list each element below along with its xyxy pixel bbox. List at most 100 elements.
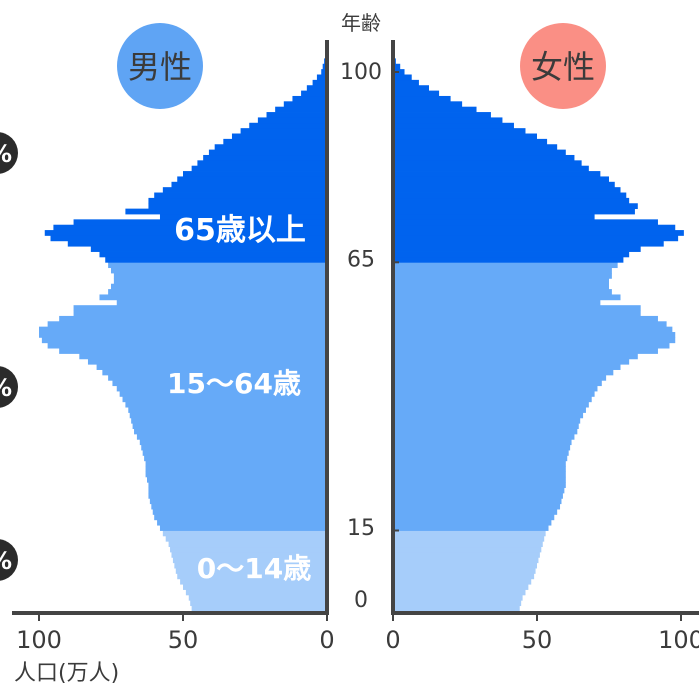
male-bar-age-94 [283,101,327,108]
x-ticks: 100 50 0 0 50 100 [16,615,699,654]
male-bar-age-19 [151,503,327,510]
male-bar-age-53 [47,321,327,328]
female-bar-age-50 [393,337,676,344]
male-bar-age-36 [129,412,327,419]
male-bar-age-66 [99,251,327,258]
male-bar-age-44 [102,369,327,376]
male-bar-age-97 [306,85,327,91]
male-bar-age-59 [108,289,328,295]
female-bar-age-73 [393,213,595,220]
male-bar-age-99 [316,74,327,81]
x-tick-right-100: 100 [658,626,699,654]
female-bar-age-68 [393,240,664,247]
female-bar-age-21 [393,492,563,499]
age-tick-label-15: 15 [347,516,375,541]
female-bar-age-58 [393,294,621,301]
female-bar-age-35 [393,417,581,424]
female-bar-age-7 [393,568,536,574]
female-bar-age-0 [393,605,520,612]
age-tick-label-100: 100 [340,60,382,85]
female-bar-age-62 [393,273,612,279]
female-bar-age-98 [393,79,419,86]
x-tick-mark-right-100 [680,615,682,621]
left-edge-marks: %%% [0,132,18,581]
male-bar-age-49 [47,342,327,349]
male-bar-age-21 [148,492,327,499]
male-bar-age-82 [191,165,327,172]
female-bar-age-16 [393,519,552,526]
female-bar-age-54 [393,315,658,322]
male-bar-age-65 [105,256,328,263]
male-bar-age-80 [177,176,327,183]
left-edge-circle-0 [0,132,18,174]
male-bar-age-76 [148,197,327,204]
male-bar-age-23 [148,482,327,489]
female-bar-age-91 [393,117,503,124]
female-label: 女性 [531,48,595,86]
male-bar-age-46 [87,358,328,365]
male-bar-age-88 [231,133,327,140]
male-bar-age-11 [170,546,327,553]
age-tick-label-65: 65 [347,248,375,273]
male-bar-age-90 [249,122,327,129]
female-bar-age-92 [393,112,491,118]
male-bar-age-74 [125,208,328,215]
male-bar-age-57 [116,299,327,306]
male-bar-age-60 [111,283,327,290]
female-bar-age-66 [393,251,630,258]
male-bar-age-93 [275,106,327,113]
male-bar-age-18 [152,509,327,515]
male-bar-age-64 [108,262,328,269]
female-bar-age-78 [393,187,621,193]
age-tick-mark-65 [391,261,399,264]
female-bar-age-5 [393,578,532,585]
female-bar-age-52 [393,326,673,333]
male-bar-age-96 [301,90,327,97]
male-bar-age-55 [73,310,327,317]
male-bar-age-5 [180,578,327,585]
male-badge [117,23,203,109]
male-bar-age-70 [44,230,327,236]
female-bar-age-4 [393,584,529,590]
male-x-axis-line [12,611,329,615]
female-bar-age-59 [393,289,612,295]
male-bar-age-30 [141,444,327,451]
female-bar-age-49 [393,342,670,349]
male-bar-age-2 [188,594,327,601]
male-bar-age-24 [147,476,327,483]
male-bar-age-16 [157,519,327,526]
female-bar-age-1 [393,600,522,607]
male-bar-age-8 [174,562,327,569]
male-bar-age-39 [122,396,328,403]
age-tick-mark-15 [391,529,399,532]
male-bar-age-68 [67,240,328,247]
x-tick-mark-left-100 [38,615,40,621]
female-bar-age-2 [393,594,523,601]
female-bar-age-93 [393,106,477,113]
male-bar-age-92 [266,112,327,118]
male-bar-age-17 [154,514,327,521]
female-bar-age-38 [393,401,589,408]
female-bar-age-31 [393,439,572,446]
x-axis-label: 人口(万人) [14,661,119,684]
male-bar-age-6 [177,573,327,580]
female-bar-age-44 [393,369,614,376]
male-bar-age-41 [116,385,327,392]
male-bar-age-12 [168,541,327,548]
male-bar-age-52 [39,326,327,333]
female-bar-age-18 [393,509,558,515]
female-bar-age-8 [393,562,537,569]
band-label-0: 0〜14歳 [197,552,311,585]
female-bar-age-22 [393,487,565,494]
female-bar-age-101 [393,63,401,70]
x-tick-left-100: 100 [16,626,62,654]
female-bar-age-23 [393,482,566,489]
male-bar-age-40 [119,391,327,397]
age-tick-label-0: 0 [354,588,368,613]
male-bar-age-89 [240,128,327,134]
female-bar-age-26 [393,466,566,472]
female-bar-age-41 [393,385,598,392]
male-bar-age-26 [145,466,327,472]
female-bar-age-77 [393,192,627,199]
female-bar-age-47 [393,353,638,360]
